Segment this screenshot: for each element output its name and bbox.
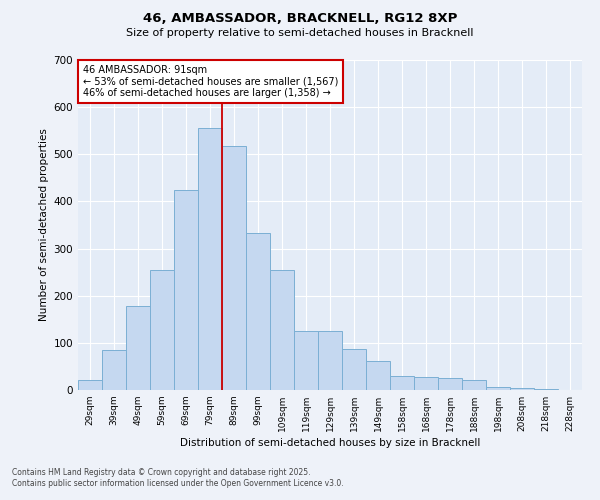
Bar (102, 350, 126, 390)
Bar (390, 376, 414, 390)
Bar (342, 348, 366, 390)
Bar (150, 270, 174, 390)
Bar (222, 146, 246, 390)
Bar (294, 331, 318, 390)
Bar (438, 378, 462, 390)
Bar (414, 378, 438, 390)
Bar (366, 361, 390, 390)
Bar (246, 233, 270, 390)
Bar (198, 128, 222, 390)
Text: 46 AMBASSADOR: 91sqm
← 53% of semi-detached houses are smaller (1,567)
46% of se: 46 AMBASSADOR: 91sqm ← 53% of semi-detac… (83, 65, 338, 98)
Y-axis label: Number of semi-detached properties: Number of semi-detached properties (40, 128, 49, 322)
Bar (462, 380, 486, 390)
Bar (534, 389, 558, 390)
Bar (174, 190, 198, 390)
Bar (270, 270, 294, 390)
Bar (126, 306, 150, 390)
Text: 46, AMBASSADOR, BRACKNELL, RG12 8XP: 46, AMBASSADOR, BRACKNELL, RG12 8XP (143, 12, 457, 26)
X-axis label: Distribution of semi-detached houses by size in Bracknell: Distribution of semi-detached houses by … (180, 438, 480, 448)
Bar (78, 380, 102, 390)
Text: Size of property relative to semi-detached houses in Bracknell: Size of property relative to semi-detach… (126, 28, 474, 38)
Bar (486, 386, 510, 390)
Bar (318, 331, 342, 390)
Text: Contains HM Land Registry data © Crown copyright and database right 2025.
Contai: Contains HM Land Registry data © Crown c… (12, 468, 344, 487)
Bar (510, 388, 534, 390)
